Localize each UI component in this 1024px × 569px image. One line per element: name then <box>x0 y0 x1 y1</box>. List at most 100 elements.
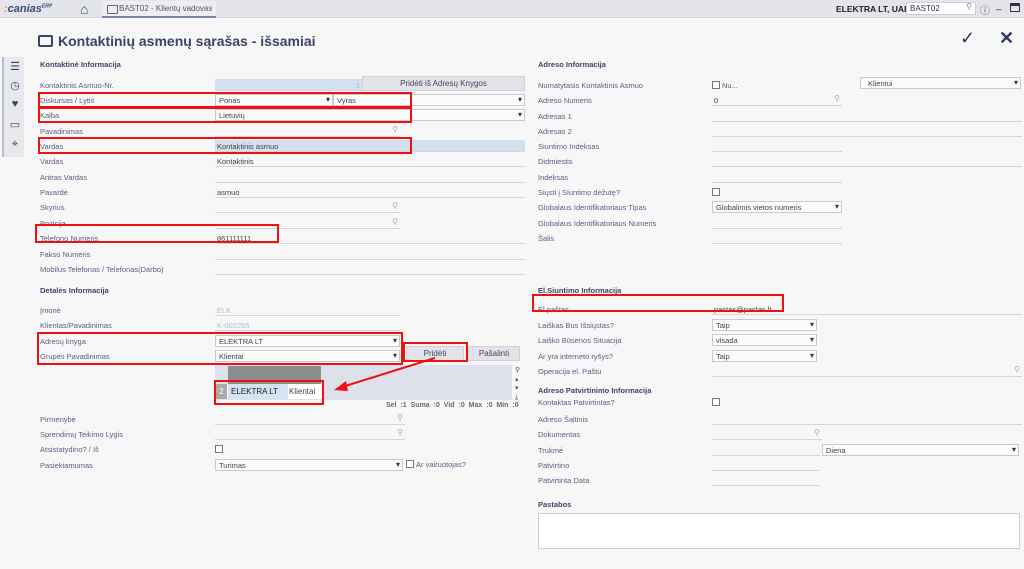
add-from-address-book-button[interactable]: Pridėti iš Adresų Knygos <box>362 76 525 91</box>
help-icon[interactable]: ⓘ <box>980 6 990 17</box>
adresas-1-field[interactable] <box>712 110 1022 122</box>
indeksas-field[interactable] <box>712 171 842 183</box>
notes-textarea[interactable] <box>538 513 1020 549</box>
lais-ko-bu-senos-situacija-field[interactable]: visada <box>712 334 817 346</box>
atsistatydino-is-checkbox[interactable] <box>215 445 223 453</box>
vardas-field[interactable]: Kontaktinis <box>215 155 525 167</box>
patvirtinta-data-field[interactable] <box>712 474 820 486</box>
ar-yra-interneto-rys-ys-field[interactable]: Taip <box>712 350 817 362</box>
s-alis-label: Šalis <box>538 234 555 243</box>
skyrius-field[interactable] <box>215 201 400 213</box>
telefono-numeris-field[interactable]: 861111111 <box>215 232 525 244</box>
grid-up-icon[interactable]: ▴ <box>515 376 519 383</box>
pavarde-field[interactable]: asmuo <box>215 186 525 198</box>
didmiestis-label: Didmiestis <box>538 157 573 166</box>
annotation-highlight <box>38 92 412 108</box>
minimize-icon[interactable]: _ <box>996 0 1002 11</box>
confirm-button[interactable]: ✓ <box>960 28 976 48</box>
i-mone-field[interactable]: ELK <box>215 304 400 316</box>
form-icon <box>38 35 53 47</box>
grupe-s-pavadinimas-field[interactable]: Klientai <box>215 350 400 362</box>
antras-vardas-field[interactable] <box>215 171 525 183</box>
favorite-heart-icon[interactable]: ♥ <box>11 98 19 110</box>
target-icon[interactable]: ⌖ <box>11 138 19 150</box>
grid-stats: Sel :1 Suma :0 Vid :0 Max :0 Min :0 <box>386 402 519 409</box>
dokumentas-field[interactable] <box>712 428 822 440</box>
operacija-el-pas-tu-field[interactable] <box>712 365 1022 377</box>
sprendimu-teikimo-lygis-field[interactable] <box>215 428 405 440</box>
pasiekiamumas-field[interactable]: Turimas <box>215 459 403 471</box>
adreso-s-altinis-field[interactable] <box>712 413 1022 425</box>
patvirtinta-data-label: Patvirtinta Data <box>538 476 590 485</box>
vardas-field[interactable]: Kontaktinis asmuo <box>215 140 525 152</box>
list-icon[interactable]: ☰ <box>10 61 20 73</box>
adreso-numeris-field[interactable]: 0 <box>712 94 842 106</box>
didmiestis-field[interactable] <box>712 155 1022 167</box>
pavadinimas-field[interactable] <box>215 125 400 137</box>
close-button[interactable]: ✕ <box>999 28 1015 48</box>
home-icon[interactable]: ⌂ <box>80 1 89 17</box>
globalaus-identifikatoriaus-numeris-label: Globalaus Identifikatoriaus Numeris <box>538 219 657 228</box>
diskursas-lytis-field-2[interactable]: Vyras <box>333 94 525 106</box>
remove-button[interactable]: Pašalinti <box>468 346 520 361</box>
comment-icon[interactable]: ▭ <box>9 119 21 131</box>
search-icon[interactable]: ⚲ <box>966 2 972 11</box>
grid-export-icon[interactable]: ⤓ <box>515 394 519 401</box>
maximize-icon[interactable] <box>1010 3 1020 12</box>
company-name: ELEKTRA LT, UAB <box>836 4 911 14</box>
default-contact-type-select[interactable]: Klientui <box>860 77 1021 89</box>
diskursas-lytis-field[interactable]: Ponas <box>215 94 333 106</box>
adresas-2-field[interactable] <box>712 125 1022 137</box>
klientas-pavadinimas-field[interactable]: K-002255 <box>215 319 400 331</box>
s-alis-field[interactable] <box>712 232 842 244</box>
lais-kas-bus-is-siu-stas-field[interactable]: Taip <box>712 319 817 331</box>
annotation-highlight <box>37 332 403 365</box>
pozicija-field[interactable] <box>215 217 400 229</box>
tab-bast02[interactable]: BAST02 - Klientų vadovas <box>102 1 216 18</box>
vardas-label: Vardas <box>40 142 64 151</box>
fakso-numeris-label: Fakso Numeris <box>40 250 91 259</box>
section-email-info: El.Siuntimo Informacija <box>538 286 622 295</box>
annotation-highlight <box>214 380 324 405</box>
pirmenybe-label: Pirmenybė <box>40 415 76 424</box>
kontaktas-patvirtintas-label: Kontaktas Patvirtintas? <box>538 398 615 407</box>
siu-sti-i-siuntimo-de-z-ute-checkbox[interactable] <box>712 188 720 196</box>
pavarde-label: Pavardė <box>40 188 68 197</box>
trukme-field[interactable] <box>712 444 820 456</box>
grid-down-icon[interactable]: ▾ <box>515 385 519 392</box>
annotation-arrow <box>334 357 436 391</box>
klientas-pavadinimas-label: Klientas/Pavadinimas <box>40 321 112 330</box>
pasiekiamumas-label: Pasiekiamumas <box>40 461 93 470</box>
adresu-knyga-field[interactable]: ELEKTRA LT <box>215 335 400 347</box>
kontaktas-patvirtintas-checkbox[interactable] <box>712 398 720 406</box>
grid-row-number: 2 <box>216 384 227 399</box>
siu-sti-i-siuntimo-de-z-ute-label: Siųsti į Siuntimo dėžutę? <box>538 188 621 197</box>
numatytasis-kontaktinis-asmuo-checkbox[interactable] <box>712 81 720 89</box>
grid-cell-group[interactable]: Klientai <box>289 387 316 396</box>
telefono-numeris-label: Telefono Numeris <box>40 234 99 243</box>
mobilus-telefonas-telefonas-darbo-field[interactable] <box>215 263 525 275</box>
kalba-field[interactable]: Lietuvių <box>215 109 525 121</box>
annotation-highlight <box>38 107 412 123</box>
kontaktinis-asmuo-nr-field[interactable]: 1 <box>215 79 362 91</box>
grid-row[interactable]: 2 ELEKTRA LT Klientai <box>216 384 322 399</box>
canias-logo[interactable]: :caniasERP <box>4 3 53 15</box>
el-pas-tas-field[interactable]: pastas@pastas.lt <box>712 303 1022 315</box>
globalaus-identifikatoriaus-tipas-field[interactable]: Globalimis vietos numeris <box>712 201 842 213</box>
global-search-input[interactable]: ⚲ BAST02 <box>906 2 976 15</box>
grid-cell-book[interactable]: ELEKTRA LT <box>228 384 288 399</box>
section-address-info: Adreso Informacija <box>538 60 606 69</box>
adresu-knyga-label: Adresų knyga <box>40 337 86 346</box>
pirmenybe-field[interactable] <box>215 413 405 425</box>
search-value: BAST02 <box>910 4 940 13</box>
indeksas-label: Indeksas <box>538 173 569 182</box>
patvirtino-field[interactable] <box>712 459 820 471</box>
fakso-numeris-field[interactable] <box>215 248 525 260</box>
history-icon[interactable]: ◷ <box>10 80 20 92</box>
driver-label: Ar vairuotojas? <box>416 460 467 469</box>
grid-search-icon[interactable]: ⚲ <box>515 367 521 374</box>
trukme-field-2[interactable]: Diena <box>822 444 1019 456</box>
driver-checkbox[interactable] <box>406 460 414 468</box>
globalaus-identifikatoriaus-numeris-field[interactable] <box>712 217 842 229</box>
siuntimo-indeksas-field[interactable] <box>712 140 842 152</box>
